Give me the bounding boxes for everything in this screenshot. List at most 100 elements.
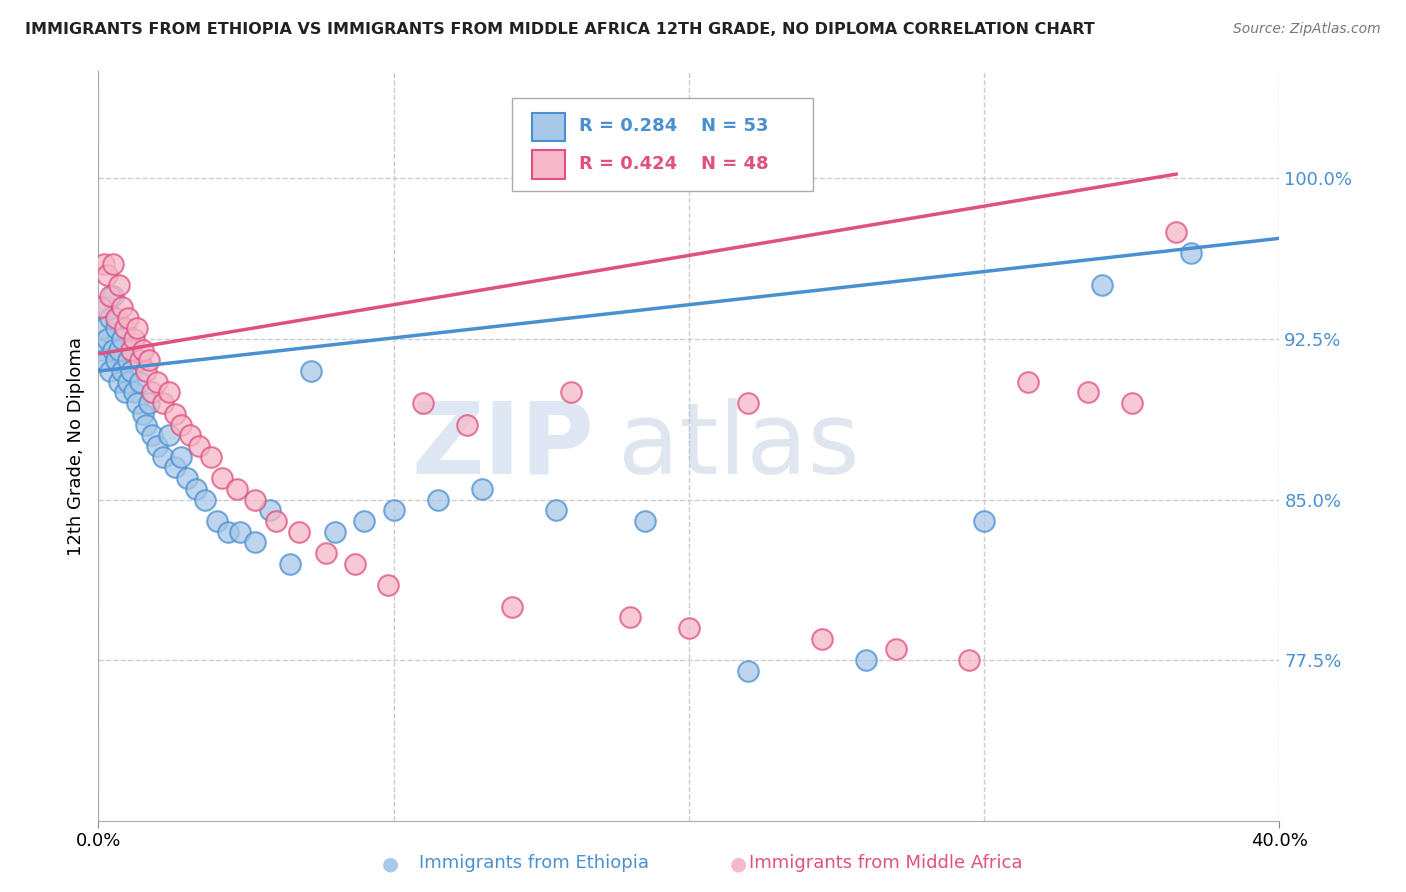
- Point: [117, 310, 139, 325]
- Y-axis label: 12th Grade, No Diploma: 12th Grade, No Diploma: [66, 336, 84, 556]
- Point: [176, 471, 198, 485]
- Point: [103, 289, 125, 303]
- Point: [114, 321, 136, 335]
- FancyBboxPatch shape: [531, 150, 565, 178]
- Point: [353, 514, 375, 528]
- Point: [1180, 246, 1202, 260]
- Point: [96, 268, 118, 282]
- Text: Source: ZipAtlas.com: Source: ZipAtlas.com: [1233, 22, 1381, 37]
- Point: [93, 321, 115, 335]
- Text: Immigrants from Middle Africa: Immigrants from Middle Africa: [749, 855, 1022, 872]
- Point: [125, 396, 148, 410]
- Point: [132, 407, 155, 421]
- Point: [165, 407, 187, 421]
- Point: [135, 417, 157, 432]
- Point: [108, 343, 131, 357]
- Point: [120, 343, 142, 357]
- Point: [737, 396, 759, 410]
- Text: atlas: atlas: [619, 398, 859, 494]
- Point: [111, 300, 134, 314]
- Point: [170, 450, 193, 464]
- Point: [194, 492, 217, 507]
- Point: [973, 514, 995, 528]
- Point: [243, 492, 266, 507]
- Point: [103, 343, 125, 357]
- Point: [884, 642, 907, 657]
- Point: [187, 439, 209, 453]
- Point: [157, 428, 180, 442]
- Text: N = 48: N = 48: [700, 154, 768, 172]
- Point: [501, 599, 523, 614]
- Point: [288, 524, 311, 539]
- Point: [114, 385, 136, 400]
- Point: [125, 321, 148, 335]
- Point: [108, 375, 131, 389]
- Point: [471, 482, 494, 496]
- Point: [132, 343, 155, 357]
- Point: [634, 514, 657, 528]
- Point: [120, 364, 142, 378]
- Point: [323, 524, 346, 539]
- Point: [457, 417, 479, 432]
- Point: [138, 353, 160, 368]
- Point: [226, 482, 249, 496]
- Point: [117, 375, 139, 389]
- Point: [810, 632, 832, 646]
- Point: [344, 557, 367, 571]
- Text: R = 0.424: R = 0.424: [579, 154, 678, 172]
- Point: [1018, 375, 1040, 389]
- Point: [141, 385, 163, 400]
- Point: [179, 428, 201, 442]
- Point: [111, 332, 134, 346]
- Point: [546, 503, 568, 517]
- Point: [111, 364, 134, 378]
- Point: [122, 385, 145, 400]
- Point: [93, 257, 115, 271]
- Point: [427, 492, 450, 507]
- Point: [128, 375, 150, 389]
- Point: [299, 364, 322, 378]
- Text: ZIP: ZIP: [412, 398, 595, 494]
- Point: [1121, 396, 1143, 410]
- Point: [96, 332, 118, 346]
- Text: ●: ●: [730, 855, 747, 874]
- Point: [122, 332, 145, 346]
- Point: [737, 664, 759, 678]
- Point: [146, 439, 169, 453]
- Point: [217, 524, 239, 539]
- Text: Immigrants from Ethiopia: Immigrants from Ethiopia: [419, 855, 650, 872]
- Text: R = 0.284: R = 0.284: [579, 117, 678, 135]
- Point: [412, 396, 434, 410]
- Point: [1077, 385, 1099, 400]
- Point: [103, 257, 125, 271]
- Text: IMMIGRANTS FROM ETHIOPIA VS IMMIGRANTS FROM MIDDLE AFRICA 12TH GRADE, NO DIPLOMA: IMMIGRANTS FROM ETHIOPIA VS IMMIGRANTS F…: [25, 22, 1095, 37]
- FancyBboxPatch shape: [531, 112, 565, 141]
- Point: [205, 514, 228, 528]
- Point: [1091, 278, 1114, 293]
- Point: [105, 353, 128, 368]
- Point: [264, 514, 287, 528]
- Point: [135, 364, 157, 378]
- Point: [90, 343, 112, 357]
- Point: [96, 300, 118, 314]
- Point: [259, 503, 281, 517]
- Point: [146, 375, 169, 389]
- Point: [184, 482, 207, 496]
- Point: [105, 310, 128, 325]
- Point: [152, 450, 174, 464]
- Point: [377, 578, 399, 592]
- Point: [560, 385, 582, 400]
- Point: [98, 289, 121, 303]
- Point: [170, 417, 193, 432]
- Point: [280, 557, 302, 571]
- Point: [98, 310, 121, 325]
- Point: [855, 653, 877, 667]
- Point: [98, 364, 121, 378]
- Point: [211, 471, 233, 485]
- Point: [200, 450, 222, 464]
- Point: [229, 524, 252, 539]
- Point: [243, 535, 266, 549]
- Point: [959, 653, 981, 667]
- Point: [93, 353, 115, 368]
- Point: [90, 300, 112, 314]
